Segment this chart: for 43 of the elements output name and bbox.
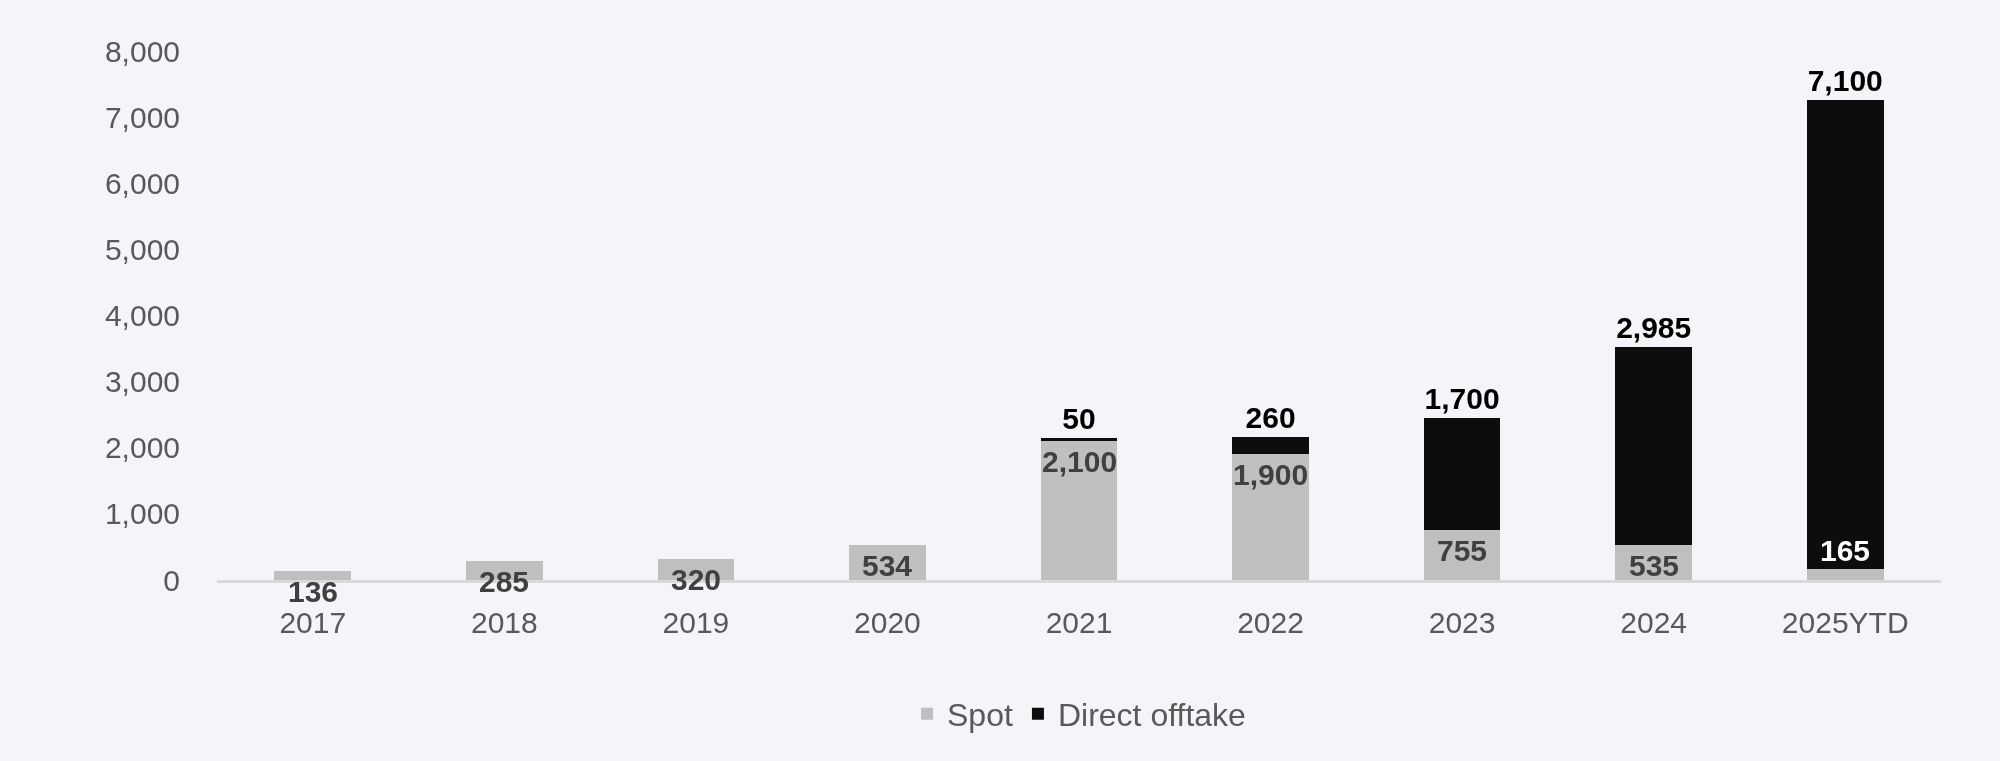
y-tick-label: 6,000 — [104, 166, 180, 200]
data-label: 534 — [862, 549, 913, 582]
bar — [1806, 99, 1884, 570]
x-tick-label: 2022 — [1237, 606, 1304, 639]
x-tick-label: 2019 — [662, 606, 730, 639]
x-tick-label: 2018 — [470, 606, 538, 639]
bar — [1806, 569, 1884, 580]
data-label: 285 — [479, 565, 530, 598]
data-label: 320 — [671, 563, 722, 596]
legend-label: Spot — [947, 697, 1013, 734]
data-label: 1,700 — [1424, 381, 1500, 415]
data-label: 1,900 — [1233, 458, 1309, 491]
data-label: 2,985 — [1616, 311, 1692, 345]
y-tick-label: 1,000 — [104, 497, 180, 531]
bar — [1040, 441, 1118, 580]
y-tick-label: 8,000 — [104, 34, 180, 68]
data-label: 165 — [1820, 534, 1871, 567]
bar — [1615, 347, 1692, 545]
data-label: 7,100 — [1807, 63, 1883, 97]
data-label: 260 — [1245, 401, 1296, 435]
x-tick-label: 2020 — [854, 606, 921, 639]
x-tick-label: 2024 — [1620, 606, 1688, 639]
x-tick-label: 2021 — [1045, 606, 1113, 639]
data-label: 755 — [1437, 534, 1488, 567]
bar — [1423, 417, 1501, 531]
y-tick-label: 2,000 — [104, 431, 180, 465]
bar — [274, 571, 352, 580]
y-tick-label: 4,000 — [104, 299, 180, 332]
x-tick-label: 2017 — [279, 606, 347, 639]
bar — [1232, 454, 1309, 580]
y-tick-label: 7,000 — [104, 100, 180, 134]
bar — [1232, 437, 1309, 455]
x-tick-label: 2023 — [1428, 606, 1496, 639]
y-tick-label: 0 — [163, 563, 180, 597]
x-tick-label: 2025YTD — [1781, 606, 1909, 639]
y-tick-label: 5,000 — [104, 232, 180, 266]
data-label: 50 — [1062, 401, 1096, 435]
y-tick-label: 3,000 — [104, 365, 180, 399]
data-label: 2,100 — [1042, 445, 1118, 478]
data-label: 136 — [288, 575, 339, 608]
legend-label: Direct offtake — [1057, 697, 1246, 734]
bar — [1040, 437, 1118, 442]
data-label: 535 — [1629, 549, 1680, 582]
